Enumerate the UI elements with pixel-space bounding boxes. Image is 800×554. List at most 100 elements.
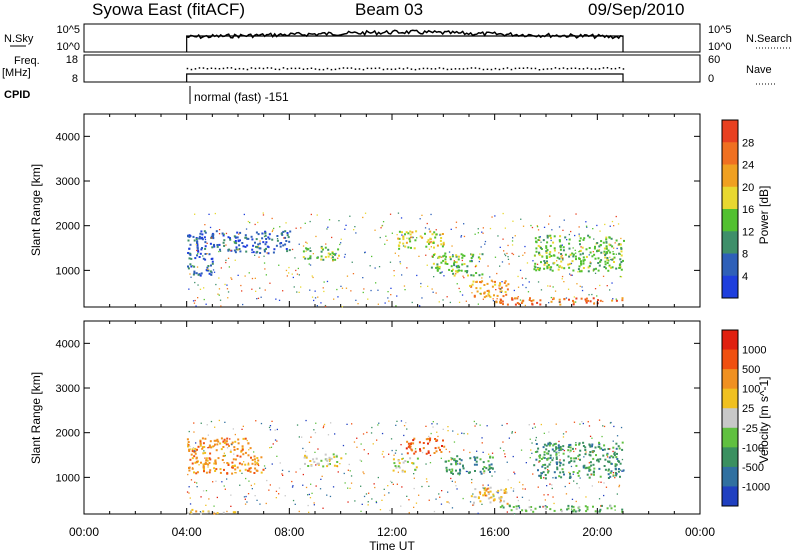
colorbar-swatch bbox=[722, 427, 738, 448]
nave-point bbox=[594, 68, 597, 70]
echo-cell bbox=[478, 491, 481, 494]
echo-speckle bbox=[588, 294, 590, 296]
echo-cell bbox=[560, 260, 563, 263]
echo-speckle bbox=[230, 249, 232, 252]
echo-cell bbox=[273, 248, 276, 251]
echo-speckle bbox=[501, 261, 504, 263]
echo-speckle bbox=[430, 432, 432, 435]
echo-cell bbox=[545, 245, 548, 248]
echo-cell bbox=[222, 455, 225, 457]
echo-speckle bbox=[446, 296, 448, 298]
echo-cell bbox=[583, 258, 586, 261]
echo-cell bbox=[205, 459, 208, 462]
echo-speckle bbox=[435, 292, 437, 294]
echo-speckle bbox=[615, 253, 617, 255]
echo-cell bbox=[593, 467, 596, 470]
echo-cell bbox=[450, 270, 453, 272]
echo-speckle bbox=[616, 493, 618, 495]
echo-speckle bbox=[223, 462, 225, 464]
echo-cell bbox=[326, 465, 329, 468]
echo-speckle bbox=[494, 471, 496, 473]
echo-speckle bbox=[243, 213, 245, 216]
echo-cell bbox=[569, 449, 572, 452]
echo-cell bbox=[489, 296, 492, 298]
echo-cell bbox=[597, 460, 600, 463]
echo-cell bbox=[488, 493, 490, 495]
echo-speckle bbox=[559, 459, 561, 461]
echo-cell bbox=[494, 280, 496, 283]
echo-speckle bbox=[535, 439, 537, 441]
echo-speckle bbox=[230, 505, 232, 507]
echo-cell bbox=[324, 453, 327, 456]
echo-speckle bbox=[193, 450, 196, 452]
echo-speckle bbox=[470, 253, 472, 255]
echo-cell bbox=[620, 254, 623, 257]
colorbar-tick-label: 12 bbox=[742, 226, 754, 238]
echo-cell bbox=[612, 456, 615, 459]
echo-speckle bbox=[562, 436, 565, 438]
echo-cell bbox=[239, 469, 242, 472]
echo-speckle bbox=[288, 266, 290, 269]
echo-cell bbox=[475, 463, 478, 466]
echo-speckle bbox=[446, 501, 448, 503]
echo-cell bbox=[617, 470, 620, 473]
echo-speckle bbox=[383, 456, 385, 458]
nsky-range-line bbox=[186, 35, 624, 52]
colorbar-swatch bbox=[722, 275, 738, 299]
echo-speckle bbox=[555, 449, 557, 451]
echo-cell bbox=[612, 253, 615, 255]
echo-cell bbox=[618, 252, 621, 255]
echo-cell bbox=[560, 255, 563, 258]
echo-speckle bbox=[561, 275, 564, 278]
echo-cell bbox=[545, 508, 547, 510]
echo-cell bbox=[571, 260, 574, 263]
echo-speckle bbox=[477, 303, 479, 305]
echo-speckle bbox=[442, 428, 444, 430]
freq-trace bbox=[186, 67, 625, 82]
echo-cell bbox=[622, 259, 624, 262]
echo-cell bbox=[546, 458, 549, 461]
echo-speckle bbox=[382, 450, 384, 453]
echo-cell bbox=[558, 461, 561, 464]
echo-speckle bbox=[208, 213, 210, 215]
echo-cell bbox=[442, 259, 445, 262]
echo-cell bbox=[244, 437, 247, 440]
nave-point bbox=[442, 67, 445, 70]
echo-cell bbox=[616, 458, 619, 460]
echo-speckle bbox=[458, 287, 460, 290]
echo-speckle bbox=[472, 493, 474, 495]
echo-speckle bbox=[507, 244, 509, 247]
echo-cell bbox=[570, 457, 573, 460]
echo-speckle bbox=[507, 258, 510, 260]
echo-cell bbox=[193, 265, 196, 268]
echo-speckle bbox=[518, 507, 521, 509]
echo-cell bbox=[208, 272, 211, 275]
echo-speckle bbox=[276, 455, 278, 457]
echo-cell bbox=[336, 461, 339, 463]
echo-speckle bbox=[302, 447, 304, 450]
echo-speckle bbox=[347, 487, 349, 489]
echo-cell bbox=[410, 443, 412, 445]
echo-speckle bbox=[260, 422, 263, 425]
echo-speckle bbox=[384, 243, 386, 245]
echo-cell bbox=[578, 509, 581, 512]
echo-speckle bbox=[227, 291, 230, 293]
echo-speckle bbox=[429, 454, 432, 457]
echo-speckle bbox=[362, 471, 364, 473]
echo-cell bbox=[188, 235, 191, 238]
echo-speckle bbox=[447, 430, 449, 432]
echo-speckle bbox=[521, 496, 524, 498]
echo-cell bbox=[209, 270, 212, 273]
echo-speckle bbox=[504, 227, 506, 229]
echo-speckle bbox=[581, 289, 584, 292]
y-tick-label: 4000 bbox=[56, 131, 80, 143]
echo-cell bbox=[612, 446, 615, 449]
echo-cell bbox=[222, 440, 225, 443]
echo-speckle bbox=[189, 273, 191, 275]
echo-cell bbox=[213, 439, 216, 442]
echo-cell bbox=[599, 508, 602, 511]
echo-cell bbox=[600, 259, 603, 262]
echo-cell bbox=[427, 442, 429, 445]
echo-speckle bbox=[387, 485, 389, 487]
echo-speckle bbox=[228, 266, 230, 268]
